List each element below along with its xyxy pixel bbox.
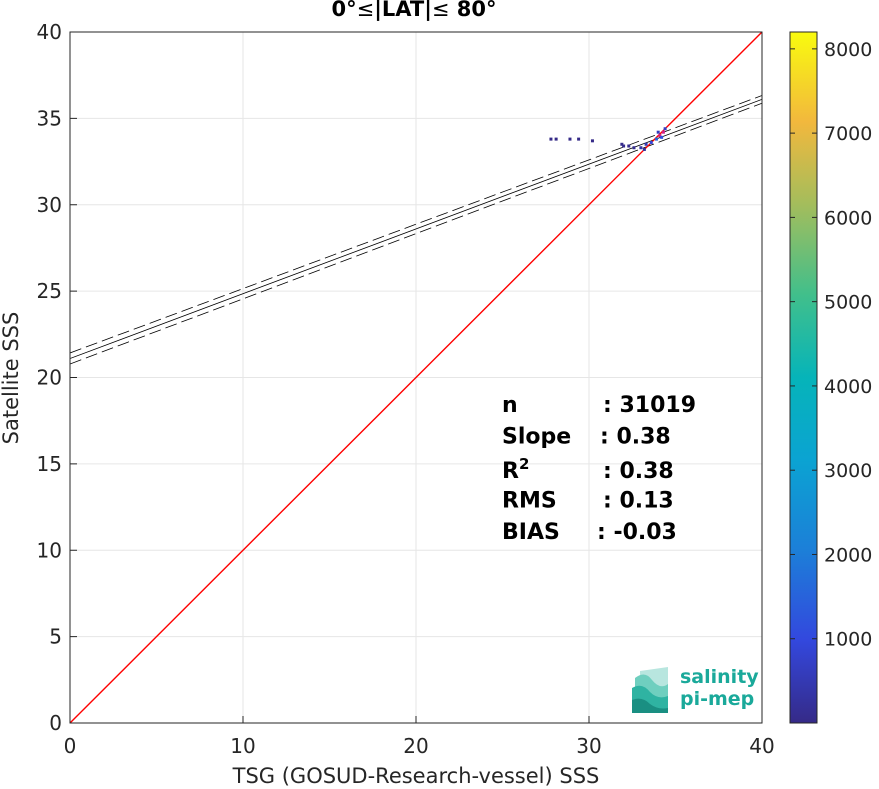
density-points bbox=[549, 127, 667, 151]
x-tick-label: 30 bbox=[576, 734, 601, 758]
stat-label: n bbox=[502, 393, 518, 418]
density-point bbox=[658, 134, 662, 138]
density-point bbox=[649, 141, 653, 145]
colorbar-tick-label: 1000 bbox=[824, 629, 872, 651]
density-point bbox=[642, 147, 646, 151]
density-point bbox=[620, 142, 624, 146]
colorbar-tick-label: 5000 bbox=[824, 292, 872, 314]
stat-label: R2 bbox=[502, 455, 529, 484]
stat-label-text: R bbox=[502, 459, 519, 484]
density-point bbox=[660, 135, 664, 139]
y-tick-label: 5 bbox=[49, 625, 62, 649]
density-point bbox=[656, 130, 660, 134]
colorbar-tick-label: 4000 bbox=[824, 376, 872, 398]
stat-label-text: BIAS bbox=[502, 520, 560, 545]
x-axis: 0 10 20 30 40 bbox=[64, 716, 775, 758]
density-point bbox=[568, 137, 572, 141]
y-tick-label: 40 bbox=[37, 20, 62, 44]
density-point bbox=[627, 144, 631, 148]
title-part-mid: |LAT| bbox=[374, 0, 432, 22]
title-part-pre: 0° bbox=[331, 0, 356, 21]
chart-title: 0°≤|LAT|≤ 80° bbox=[331, 0, 496, 22]
y-tick-label: 15 bbox=[37, 452, 62, 476]
density-point bbox=[577, 137, 581, 141]
identity-line bbox=[70, 32, 762, 723]
title-op-2: ≤ bbox=[432, 0, 450, 21]
title-part-post: 80° bbox=[449, 0, 496, 21]
stat-label-text: RMS bbox=[502, 489, 557, 514]
stat-value: : 0.13 bbox=[603, 489, 674, 514]
y-tick-label: 35 bbox=[37, 106, 62, 130]
density-point bbox=[639, 146, 643, 150]
confidence-band-line bbox=[70, 95, 762, 354]
y-axis-title: Satellite SSS bbox=[0, 312, 23, 445]
colorbar-tick-label: 6000 bbox=[824, 207, 872, 229]
density-point bbox=[554, 137, 558, 141]
stat-value: : 0.38 bbox=[603, 459, 674, 484]
stat-label: RMS bbox=[502, 489, 557, 514]
x-tick-label: 20 bbox=[403, 734, 428, 758]
wave-icon bbox=[632, 667, 668, 713]
title-op-1: ≤ bbox=[357, 0, 375, 21]
stat-label-text: n bbox=[502, 393, 518, 418]
colorbar-ticks: 1000 2000 3000 4000 5000 6000 7000 8000 bbox=[790, 39, 872, 651]
x-tick-label: 0 bbox=[64, 734, 77, 758]
stat-value: : 0.38 bbox=[600, 425, 671, 450]
colorbar-tick-label: 8000 bbox=[824, 39, 872, 61]
y-tick-label: 10 bbox=[37, 538, 62, 562]
density-point bbox=[622, 144, 626, 148]
colorbar-tick-label: 7000 bbox=[824, 123, 872, 145]
density-point bbox=[590, 139, 594, 143]
salinity-pi-mep-logo: salinity pi-mep bbox=[632, 666, 759, 713]
density-point bbox=[654, 137, 658, 141]
density-point bbox=[632, 146, 636, 150]
stat-label: Slope bbox=[502, 425, 571, 450]
regression-line bbox=[70, 98, 762, 359]
density-point bbox=[663, 127, 667, 131]
stat-value: : -0.03 bbox=[597, 520, 677, 545]
y-tick-label: 25 bbox=[37, 279, 62, 303]
x-axis-title: TSG (GOSUD-Research-vessel) SSS bbox=[232, 764, 600, 788]
y-axis: 0 5 10 15 20 25 30 35 40 bbox=[37, 20, 77, 735]
y-tick-label: 30 bbox=[37, 193, 62, 217]
stat-label-superscript: 2 bbox=[519, 455, 529, 473]
x-tick-label: 40 bbox=[749, 734, 774, 758]
x-tick-label: 10 bbox=[230, 734, 255, 758]
y-tick-label: 0 bbox=[49, 711, 62, 735]
density-point bbox=[661, 130, 665, 134]
stats-box: n : 31019 Slope : 0.38 R2 : 0.38 RMS : 0.13 BIAS… bbox=[502, 393, 696, 545]
colorbar-tick-label: 3000 bbox=[824, 460, 872, 482]
logo-line-2: pi-mep bbox=[680, 688, 754, 710]
colorbar bbox=[789, 31, 818, 724]
density-point bbox=[644, 142, 648, 146]
density-point bbox=[549, 137, 553, 141]
stat-value: : 31019 bbox=[603, 393, 696, 418]
y-tick-label: 20 bbox=[37, 366, 62, 390]
colorbar-tick-label: 2000 bbox=[824, 544, 872, 566]
logo-line-1: salinity bbox=[680, 666, 759, 688]
stat-label-text: Slope bbox=[502, 425, 571, 450]
stat-label: BIAS bbox=[502, 520, 560, 545]
